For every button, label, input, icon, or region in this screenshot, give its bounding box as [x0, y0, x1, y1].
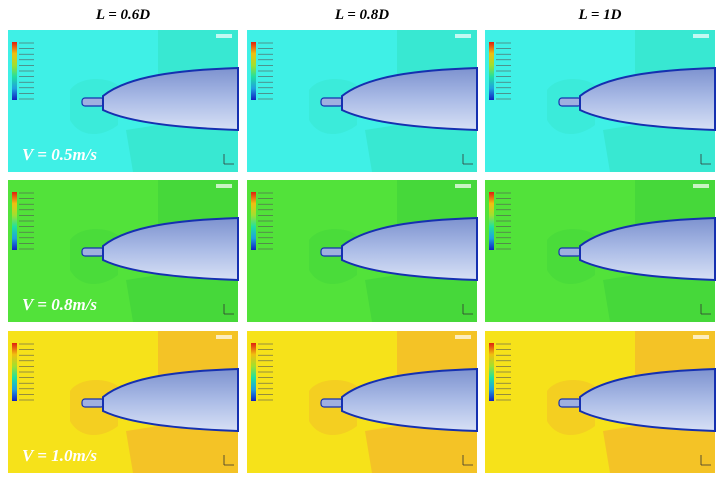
- contour-panel: [8, 30, 239, 172]
- contour-panel: [247, 180, 478, 322]
- hull: [102, 66, 239, 132]
- contour-panel: [485, 30, 716, 172]
- color-bar: [251, 192, 256, 250]
- color-bar: [251, 343, 256, 401]
- ansys-logo: [693, 184, 709, 188]
- contour-panel: [485, 180, 716, 322]
- ansys-logo: [455, 335, 471, 339]
- ansys-logo: [455, 34, 471, 38]
- axis-triad: [700, 304, 711, 315]
- color-bar: [12, 192, 17, 250]
- color-bar: [12, 343, 17, 401]
- axis-triad: [700, 455, 711, 466]
- probe: [558, 398, 582, 408]
- ansys-logo: [455, 184, 471, 188]
- probe: [81, 398, 105, 408]
- axis-triad: [700, 154, 711, 165]
- probe: [81, 247, 105, 257]
- probe: [558, 97, 582, 107]
- column-header: L = 0.8D: [334, 7, 389, 23]
- hull: [579, 367, 716, 433]
- ansys-logo: [693, 335, 709, 339]
- ansys-logo: [216, 184, 232, 188]
- contour-panel: [485, 331, 716, 473]
- contour-panel: [8, 331, 239, 473]
- hull: [102, 216, 239, 282]
- row-label: V = 1.0m/s: [22, 446, 97, 465]
- column-header: L = 0.6D: [95, 7, 150, 23]
- color-bar: [251, 42, 256, 100]
- hull: [579, 66, 716, 132]
- hull: [579, 216, 716, 282]
- color-bar: [12, 42, 17, 100]
- probe: [558, 247, 582, 257]
- contour-panel: [8, 180, 239, 322]
- contour-panel: [247, 30, 478, 172]
- ansys-logo: [693, 34, 709, 38]
- probe: [320, 398, 344, 408]
- axis-triad: [223, 154, 234, 165]
- hull: [341, 66, 478, 132]
- hull: [341, 216, 478, 282]
- axis-triad: [462, 304, 473, 315]
- ansys-logo: [216, 335, 232, 339]
- probe: [320, 247, 344, 257]
- color-bar: [489, 192, 494, 250]
- row-label: V = 0.5m/s: [22, 145, 97, 164]
- probe: [81, 97, 105, 107]
- column-header: L = 1D: [578, 7, 622, 23]
- axis-triad: [462, 455, 473, 466]
- contour-panel: [247, 331, 478, 473]
- color-bar: [489, 42, 494, 100]
- ansys-logo: [216, 34, 232, 38]
- hull: [341, 367, 478, 433]
- row-label: V = 0.8m/s: [22, 295, 97, 314]
- color-bar: [489, 343, 494, 401]
- axis-triad: [223, 455, 234, 466]
- axis-triad: [462, 154, 473, 165]
- probe: [320, 97, 344, 107]
- hull: [102, 367, 239, 433]
- axis-triad: [223, 304, 234, 315]
